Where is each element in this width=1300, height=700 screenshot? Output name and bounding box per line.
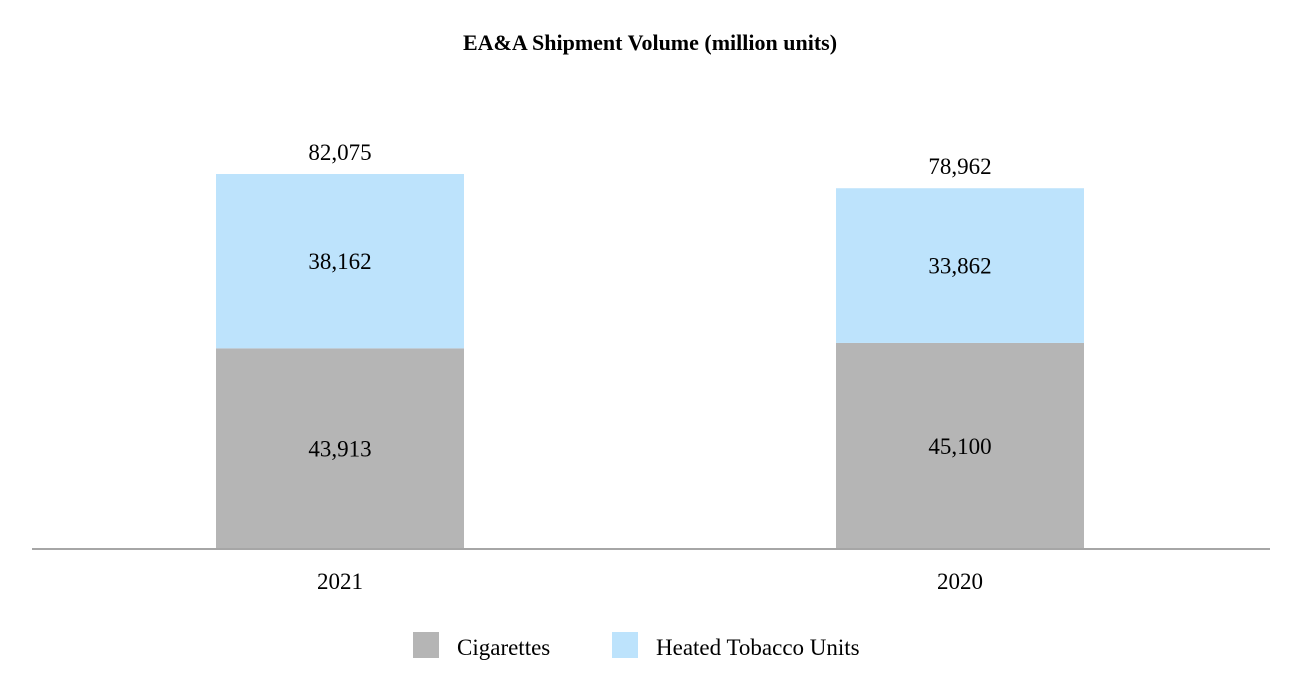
total-value-label: 78,962 (928, 154, 991, 179)
bar-segment-heated-tobacco-units-2021 (216, 174, 464, 349)
segment-value-label: 33,862 (928, 254, 991, 279)
legend-swatch-cigarettes (413, 632, 439, 658)
segment-value-label: 38,162 (308, 249, 371, 274)
legend: Cigarettes Heated Tobacco Units (413, 632, 860, 660)
total-value-label: 82,075 (308, 140, 371, 165)
bars-layer: 43,913 38,162 82,075 45,100 33,862 78,962 (216, 140, 1084, 549)
segment-value-label: 45,100 (928, 434, 991, 459)
bar-segment-heated-tobacco-units-2020 (836, 188, 1084, 343)
legend-label: Cigarettes (457, 635, 550, 660)
legend-label: Heated Tobacco Units (656, 635, 860, 660)
x-tick-labels: 2021 2020 (317, 569, 983, 594)
chart-title: EA&A Shipment Volume (million units) (463, 30, 837, 55)
x-tick-label: 2021 (317, 569, 363, 594)
x-tick-label: 2020 (937, 569, 983, 594)
segment-value-label: 43,913 (308, 437, 371, 462)
legend-swatch-heated-tobacco-units (612, 632, 638, 658)
bar-segment-cigarettes-2021 (216, 348, 464, 549)
bar-segment-cigarettes-2020 (836, 342, 1084, 549)
